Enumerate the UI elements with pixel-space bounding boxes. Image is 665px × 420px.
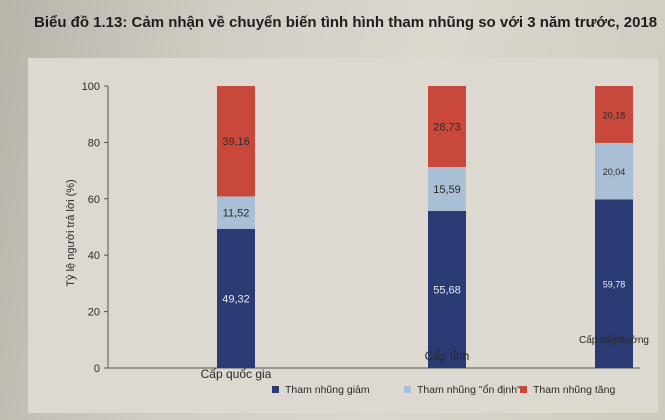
- y-tick-label: 0: [94, 363, 100, 375]
- legend-label: Tham nhũng tăng: [533, 384, 615, 396]
- bar-segment: [595, 199, 633, 368]
- bar-segment: [428, 167, 466, 211]
- bar-value-label: 49,32: [222, 293, 250, 305]
- bar-segment: [217, 86, 255, 197]
- axis-layer: [107, 86, 640, 369]
- bar-segment: [428, 86, 466, 168]
- bar-value-label: 20,04: [603, 167, 626, 177]
- y-axis-title: Tỷ lệ người trả lời (%): [65, 179, 77, 286]
- chart-title: Biểu đồ 1.13: Cảm nhận về chuyển biến tì…: [34, 14, 658, 31]
- legend-swatch: [520, 386, 527, 393]
- category-label: Cấp xã/phường: [579, 334, 649, 346]
- grid-layer: 0 20 40 60 80 100: [82, 81, 108, 375]
- chart-panel: [28, 58, 658, 413]
- category-label: Cấp quốc gia: [201, 367, 272, 381]
- y-tick-label: 20: [88, 307, 100, 319]
- category-label: Cấp tỉnh: [425, 349, 470, 363]
- bar-value-label: 59,78: [603, 280, 626, 290]
- bar-value-label: 39,16: [222, 136, 250, 148]
- bar-value-label: 20,18: [603, 110, 626, 120]
- labels-layer: 49,32 11,52 39,16 Cấp quốc gia 55,68 15,59 28,…: [201, 110, 649, 381]
- bars-layer: [217, 86, 633, 368]
- bar-segment: [595, 142, 633, 200]
- y-tick-label: 60: [88, 194, 100, 206]
- bar-value-label: 28,73: [433, 122, 461, 134]
- legend-label: Tham nhũng "ổn định": [417, 384, 521, 396]
- bar-segment: [428, 210, 466, 368]
- bar-value-label: 15,59: [433, 184, 461, 196]
- bar-value-label: 55,68: [433, 284, 461, 296]
- legend-label: Tham nhũng giảm: [285, 384, 370, 396]
- bar-segment: [217, 196, 255, 229]
- bar-value-label: 11,52: [223, 208, 250, 220]
- y-tick-label: 80: [88, 137, 100, 149]
- legend-swatch: [404, 386, 411, 393]
- bar-segment: [595, 86, 633, 143]
- y-tick-label: 100: [82, 81, 100, 93]
- bar-segment: [217, 228, 255, 368]
- legend-swatch: [272, 386, 279, 393]
- y-tick-label: 40: [88, 250, 100, 262]
- legend: Tham nhũng giảm Tham nhũng "ổn định" Tham …: [272, 384, 615, 396]
